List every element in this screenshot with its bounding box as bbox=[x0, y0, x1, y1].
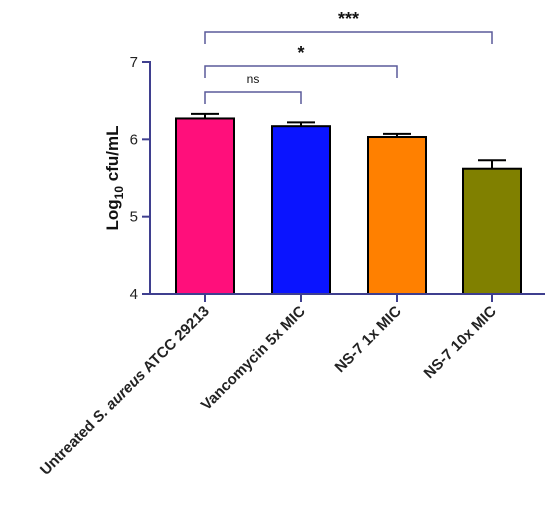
bar-3 bbox=[367, 136, 427, 295]
plot-area bbox=[175, 112, 522, 296]
bar-4 bbox=[462, 167, 522, 295]
bracket-3 bbox=[204, 31, 493, 44]
category-label-4: NS-7 10x MIC bbox=[421, 303, 500, 382]
bracket-1 bbox=[204, 91, 302, 104]
significance-label-2: * bbox=[297, 43, 304, 63]
category-label-3: NS-7 1x MIC bbox=[331, 303, 404, 376]
significance-brackets: ns**** bbox=[204, 9, 493, 104]
axes: 4 5 6 7 bbox=[130, 54, 545, 303]
significance-label-1: ns bbox=[247, 72, 260, 86]
y-tick-label-4: 4 bbox=[130, 286, 138, 303]
bracket-2 bbox=[204, 65, 398, 78]
bar-1 bbox=[175, 117, 235, 295]
y-tick-label-6: 6 bbox=[130, 131, 138, 148]
significance-label-3: *** bbox=[338, 9, 359, 29]
category-labels: Untreated S. aureus ATCC 29213Vancomycin… bbox=[37, 303, 500, 479]
y-tick-label-5: 5 bbox=[130, 209, 138, 226]
y-tick-label-7: 7 bbox=[130, 54, 138, 71]
y-axis-label: Log10 cfu/mL bbox=[103, 126, 126, 231]
category-label-1: Untreated S. aureus ATCC 29213 bbox=[37, 303, 213, 479]
category-label-2: Vancomycin 5x MIC bbox=[198, 303, 309, 414]
bar-2 bbox=[271, 125, 331, 296]
